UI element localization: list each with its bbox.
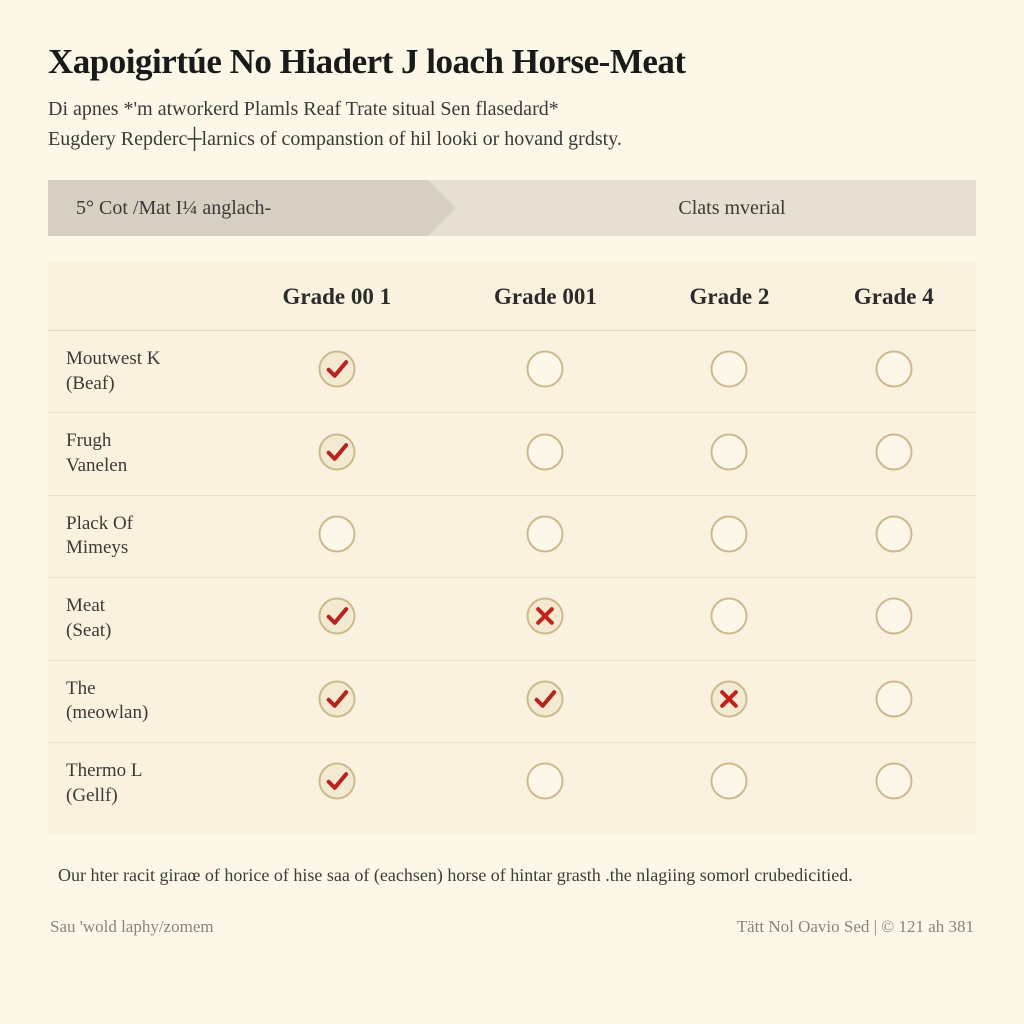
- check-circle-icon: [318, 762, 356, 800]
- empty-circle-icon: [710, 597, 748, 635]
- grade-table-corner: [48, 262, 230, 331]
- category-header-right-label: Clats mverial: [678, 197, 785, 220]
- empty-circle-icon: [710, 515, 748, 553]
- check-circle-icon: [318, 597, 356, 635]
- check-circle-icon: [318, 350, 356, 388]
- grade-cell: [647, 331, 811, 413]
- row-label-line1: Frugh: [66, 430, 111, 451]
- cross-circle-icon: [526, 597, 564, 635]
- table-row: Thermo L (Gellf): [48, 742, 976, 824]
- grade-col-header: Grade 00 1: [230, 262, 444, 331]
- row-label-line1: The: [66, 678, 96, 699]
- check-circle-icon: [526, 680, 564, 718]
- subtitle-line-1: Di apnes *'m atworkerd Plamls Reaf Trate…: [48, 98, 559, 120]
- empty-circle-icon: [875, 350, 913, 388]
- empty-circle-icon: [710, 762, 748, 800]
- row-label-line1: Moutwest K: [66, 348, 160, 369]
- empty-circle-icon: [710, 350, 748, 388]
- empty-circle-icon: [526, 762, 564, 800]
- grade-cell: [812, 660, 976, 742]
- row-label-line2: (meowlan): [66, 702, 148, 723]
- grade-col-header: Grade 2: [647, 262, 811, 331]
- check-circle-icon: [318, 680, 356, 718]
- empty-circle-icon: [875, 680, 913, 718]
- page-subtitle: Di apnes *'m atworkerd Plamls Reaf Trate…: [48, 94, 976, 154]
- grade-cell: [444, 578, 648, 660]
- row-label-line2: Mimeys: [66, 537, 128, 558]
- grade-cell: [444, 495, 648, 577]
- grade-table: Grade 00 1 Grade 001 Grade 2 Grade 4 Mou…: [48, 262, 976, 824]
- row-label: Thermo L (Gellf): [48, 742, 230, 824]
- table-row: Frugh Vanelen: [48, 413, 976, 495]
- category-header-right: Clats mverial: [428, 180, 976, 236]
- grade-cell: [647, 742, 811, 824]
- row-label: Frugh Vanelen: [48, 413, 230, 495]
- grade-table-header-row: Grade 00 1 Grade 001 Grade 2 Grade 4: [48, 262, 976, 331]
- grade-cell: [812, 413, 976, 495]
- empty-circle-icon: [318, 515, 356, 553]
- grade-cell: [812, 578, 976, 660]
- category-header-bar: 5° Cot /Mat I¼ anglach- Clats mverial: [48, 180, 976, 236]
- grade-cell: [812, 742, 976, 824]
- row-label: Meat (Seat): [48, 578, 230, 660]
- category-header-left-label: 5° Cot /Mat I¼ anglach-: [76, 197, 271, 220]
- empty-circle-icon: [526, 350, 564, 388]
- grade-table-panel: Grade 00 1 Grade 001 Grade 2 Grade 4 Mou…: [48, 262, 976, 834]
- row-label-line2: (Beaf): [66, 373, 115, 394]
- row-label-line2: (Gellf): [66, 785, 118, 806]
- row-label: Moutwest K (Beaf): [48, 331, 230, 413]
- grade-col-header: Grade 4: [812, 262, 976, 331]
- grade-cell: [444, 413, 648, 495]
- row-label-line1: Meat: [66, 595, 105, 616]
- empty-circle-icon: [875, 597, 913, 635]
- table-footnote: Our hter racit giraœ of horice of hise s…: [48, 856, 976, 911]
- grade-cell: [230, 413, 444, 495]
- page-footer: Sau 'wold laphy/zomem Tätt Nol Oavio Sed…: [48, 911, 976, 937]
- grade-cell: [647, 413, 811, 495]
- empty-circle-icon: [875, 762, 913, 800]
- grade-cell: [230, 660, 444, 742]
- grade-cell: [230, 742, 444, 824]
- subtitle-line-2: Eugdery Repderc┼larnics of companstion o…: [48, 128, 622, 150]
- grade-cell: [647, 495, 811, 577]
- row-label: Plack Of Mimeys: [48, 495, 230, 577]
- check-circle-icon: [318, 433, 356, 471]
- grade-col-header: Grade 001: [444, 262, 648, 331]
- grade-cell: [230, 331, 444, 413]
- grade-cell: [230, 578, 444, 660]
- grade-cell: [812, 331, 976, 413]
- footer-source: Sau 'wold laphy/zomem: [50, 917, 214, 937]
- table-row: Moutwest K (Beaf): [48, 331, 976, 413]
- grade-cell: [230, 495, 444, 577]
- table-row: The (meowlan): [48, 660, 976, 742]
- row-label-line2: (Seat): [66, 620, 111, 641]
- grade-cell: [812, 495, 976, 577]
- table-row: Meat (Seat): [48, 578, 976, 660]
- category-header-left: 5° Cot /Mat I¼ anglach-: [48, 180, 428, 236]
- grade-cell: [444, 660, 648, 742]
- cross-circle-icon: [710, 680, 748, 718]
- table-row: Plack Of Mimeys: [48, 495, 976, 577]
- row-label-line1: Plack Of: [66, 513, 133, 534]
- row-label-line1: Thermo L: [66, 760, 143, 781]
- empty-circle-icon: [526, 515, 564, 553]
- footer-credit: Tätt Nol Oavio Sed | © 121 ah 381: [737, 917, 974, 937]
- empty-circle-icon: [875, 515, 913, 553]
- empty-circle-icon: [526, 433, 564, 471]
- grade-cell: [444, 742, 648, 824]
- grade-cell: [647, 578, 811, 660]
- row-label-line2: Vanelen: [66, 455, 127, 476]
- empty-circle-icon: [875, 433, 913, 471]
- empty-circle-icon: [710, 433, 748, 471]
- grade-cell: [647, 660, 811, 742]
- grade-cell: [444, 331, 648, 413]
- row-label: The (meowlan): [48, 660, 230, 742]
- page-title: Xapoigirtúe No Hiadert J loach Horse-Mea…: [48, 42, 976, 82]
